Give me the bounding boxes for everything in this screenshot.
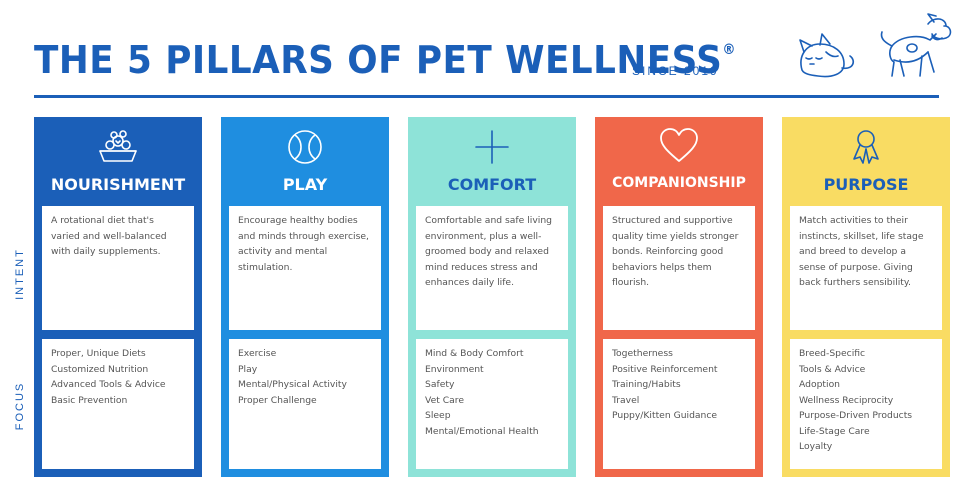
focus-card: Breed-Specific Tools & Advice Adoption W…	[790, 339, 942, 469]
focus-item: Proper Challenge	[238, 394, 317, 406]
focus-item: Exercise	[238, 348, 277, 359]
focus-item: Adoption	[799, 379, 841, 390]
focus-item: Advanced Tools & Advice	[51, 379, 166, 390]
intent-card: Encourage healthy bodies and minds throu…	[229, 206, 381, 330]
focus-item: Mind & Body Comfort	[425, 348, 524, 359]
pillar-nourishment: NOURISHMENT A rotational diet that's var…	[34, 117, 202, 477]
focus-item: Play	[238, 363, 258, 375]
header: THE 5 PILLARS OF PET WELLNESS® SINCE 201…	[34, 13, 952, 90]
intent-text: Comfortable and safe living environment,…	[425, 215, 552, 288]
focus-item: Environment	[425, 363, 484, 375]
focus-item: Puppy/Kitten Guidance	[612, 410, 718, 421]
pillar-companionship: COMPANIONSHIP Structured and supportive …	[595, 117, 763, 477]
intent-text: Structured and supportive quality time y…	[612, 215, 739, 288]
pillar-title: COMFORT	[447, 175, 537, 194]
focus-item: Loyalty	[799, 441, 833, 452]
sleeping-cat-icon	[799, 33, 855, 78]
intent-text: Encourage healthy bodies and minds throu…	[238, 215, 369, 273]
tennis-ball-icon	[288, 130, 322, 164]
registered-mark: ®	[722, 42, 737, 58]
cat-and-dog-illustration	[799, 13, 952, 78]
focus-item: Sleep	[425, 410, 451, 421]
focus-item: Mental/Emotional Health	[425, 425, 539, 437]
focus-item: Safety	[425, 379, 455, 390]
focus-item: Tools & Advice	[799, 363, 866, 375]
focus-item: Vet Care	[425, 394, 465, 406]
focus-card: Togetherness Positive Reinforcement Trai…	[603, 339, 755, 469]
pillar-title: NOURISHMENT	[50, 175, 186, 194]
plus-icon	[475, 130, 509, 164]
focus-item: Positive Reinforcement	[612, 363, 718, 375]
focus-item: Life-Stage Care	[799, 425, 870, 437]
heart-icon	[660, 128, 698, 162]
pillar-purpose: PURPOSE Match activities to their instin…	[782, 117, 950, 477]
since-label: SINCE 2019	[632, 64, 719, 78]
food-bowl-icon	[99, 130, 137, 162]
intent-card: Match activities to their instincts, ski…	[790, 206, 942, 330]
focus-item: Purpose-Driven Products	[799, 410, 913, 421]
intent-card: A rotational diet that's varied and well…	[42, 206, 194, 330]
award-ribbon-icon	[853, 130, 879, 164]
pillar-title: PLAY	[282, 175, 328, 194]
intent-card: Structured and supportive quality time y…	[603, 206, 755, 330]
focus-item: Training/Habits	[612, 379, 681, 390]
pillar-title: COMPANIONSHIP	[612, 175, 746, 191]
focus-item: Wellness Reciprocity	[799, 394, 894, 406]
focus-item: Customized Nutrition	[51, 363, 149, 375]
intent-text: A rotational diet that's varied and well…	[51, 215, 167, 257]
pillar-play: PLAY Encourage healthy bodies and minds …	[221, 117, 389, 477]
focus-item: Basic Prevention	[51, 394, 128, 406]
focus-item: Togetherness	[612, 348, 673, 359]
header-divider	[34, 95, 939, 98]
focus-item: Breed-Specific	[799, 348, 866, 359]
intent-card: Comfortable and safe living environment,…	[416, 206, 568, 330]
focus-item: Proper, Unique Diets	[51, 348, 146, 359]
dog-icon	[880, 13, 952, 77]
focus-card: Mind & Body Comfort Environment Safety V…	[416, 339, 568, 469]
focus-item: Mental/Physical Activity	[238, 379, 347, 390]
pillar-comfort: COMFORT Comfortable and safe living envi…	[408, 117, 576, 477]
page-title: THE 5 PILLARS OF PET WELLNESS®	[34, 38, 737, 82]
intent-text: Match activities to their instincts, ski…	[799, 215, 924, 288]
focus-card: Exercise Play Mental/Physical Activity P…	[229, 339, 381, 469]
focus-item: Travel	[612, 394, 640, 406]
focus-card: Proper, Unique Diets Customized Nutritio…	[42, 339, 194, 469]
pillar-title: PURPOSE	[823, 175, 909, 194]
